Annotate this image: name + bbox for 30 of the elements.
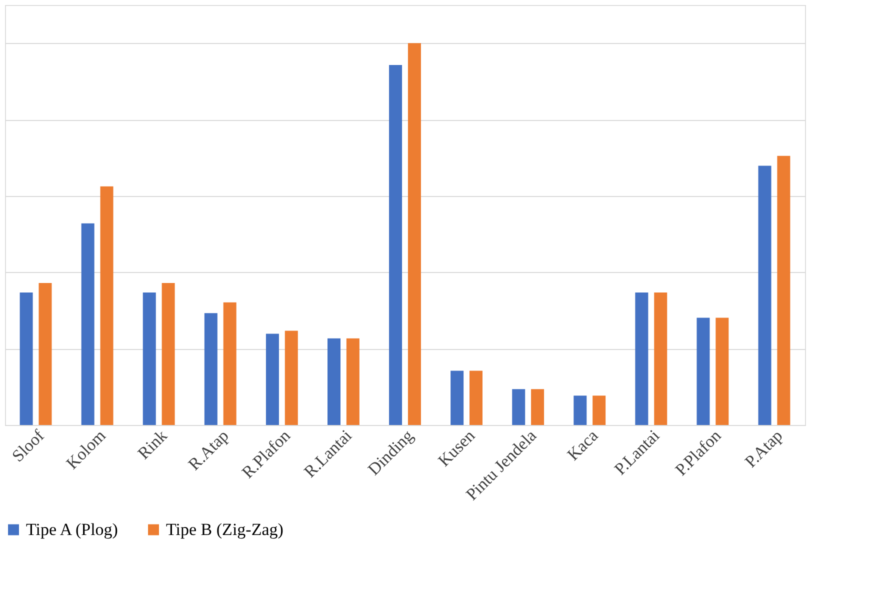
bar xyxy=(223,302,236,425)
bar xyxy=(38,282,52,425)
bar xyxy=(574,396,587,425)
bar xyxy=(346,338,360,425)
bar xyxy=(81,223,94,425)
bar xyxy=(758,166,772,425)
bar xyxy=(777,156,790,425)
bar xyxy=(592,396,606,425)
bar xyxy=(635,292,648,425)
x-tick-label: Kaca xyxy=(564,426,602,464)
bar xyxy=(204,313,218,425)
bar xyxy=(654,292,668,425)
bar xyxy=(512,389,526,425)
bar xyxy=(142,292,156,425)
legend-label: Tipe B (Zig-Zag) xyxy=(166,520,284,539)
bar xyxy=(100,186,114,425)
bar xyxy=(408,43,421,425)
x-tick-label: Rink xyxy=(134,426,172,463)
legend-label: Tipe A (Plog) xyxy=(26,520,118,539)
bar xyxy=(716,318,729,425)
bar xyxy=(327,338,340,425)
bar xyxy=(470,370,483,425)
bar xyxy=(266,334,279,425)
bar xyxy=(531,389,544,425)
bar xyxy=(284,330,298,425)
bar xyxy=(450,370,464,425)
bar xyxy=(696,318,710,425)
bar xyxy=(20,292,33,425)
bar xyxy=(389,64,402,425)
bar xyxy=(162,282,175,425)
